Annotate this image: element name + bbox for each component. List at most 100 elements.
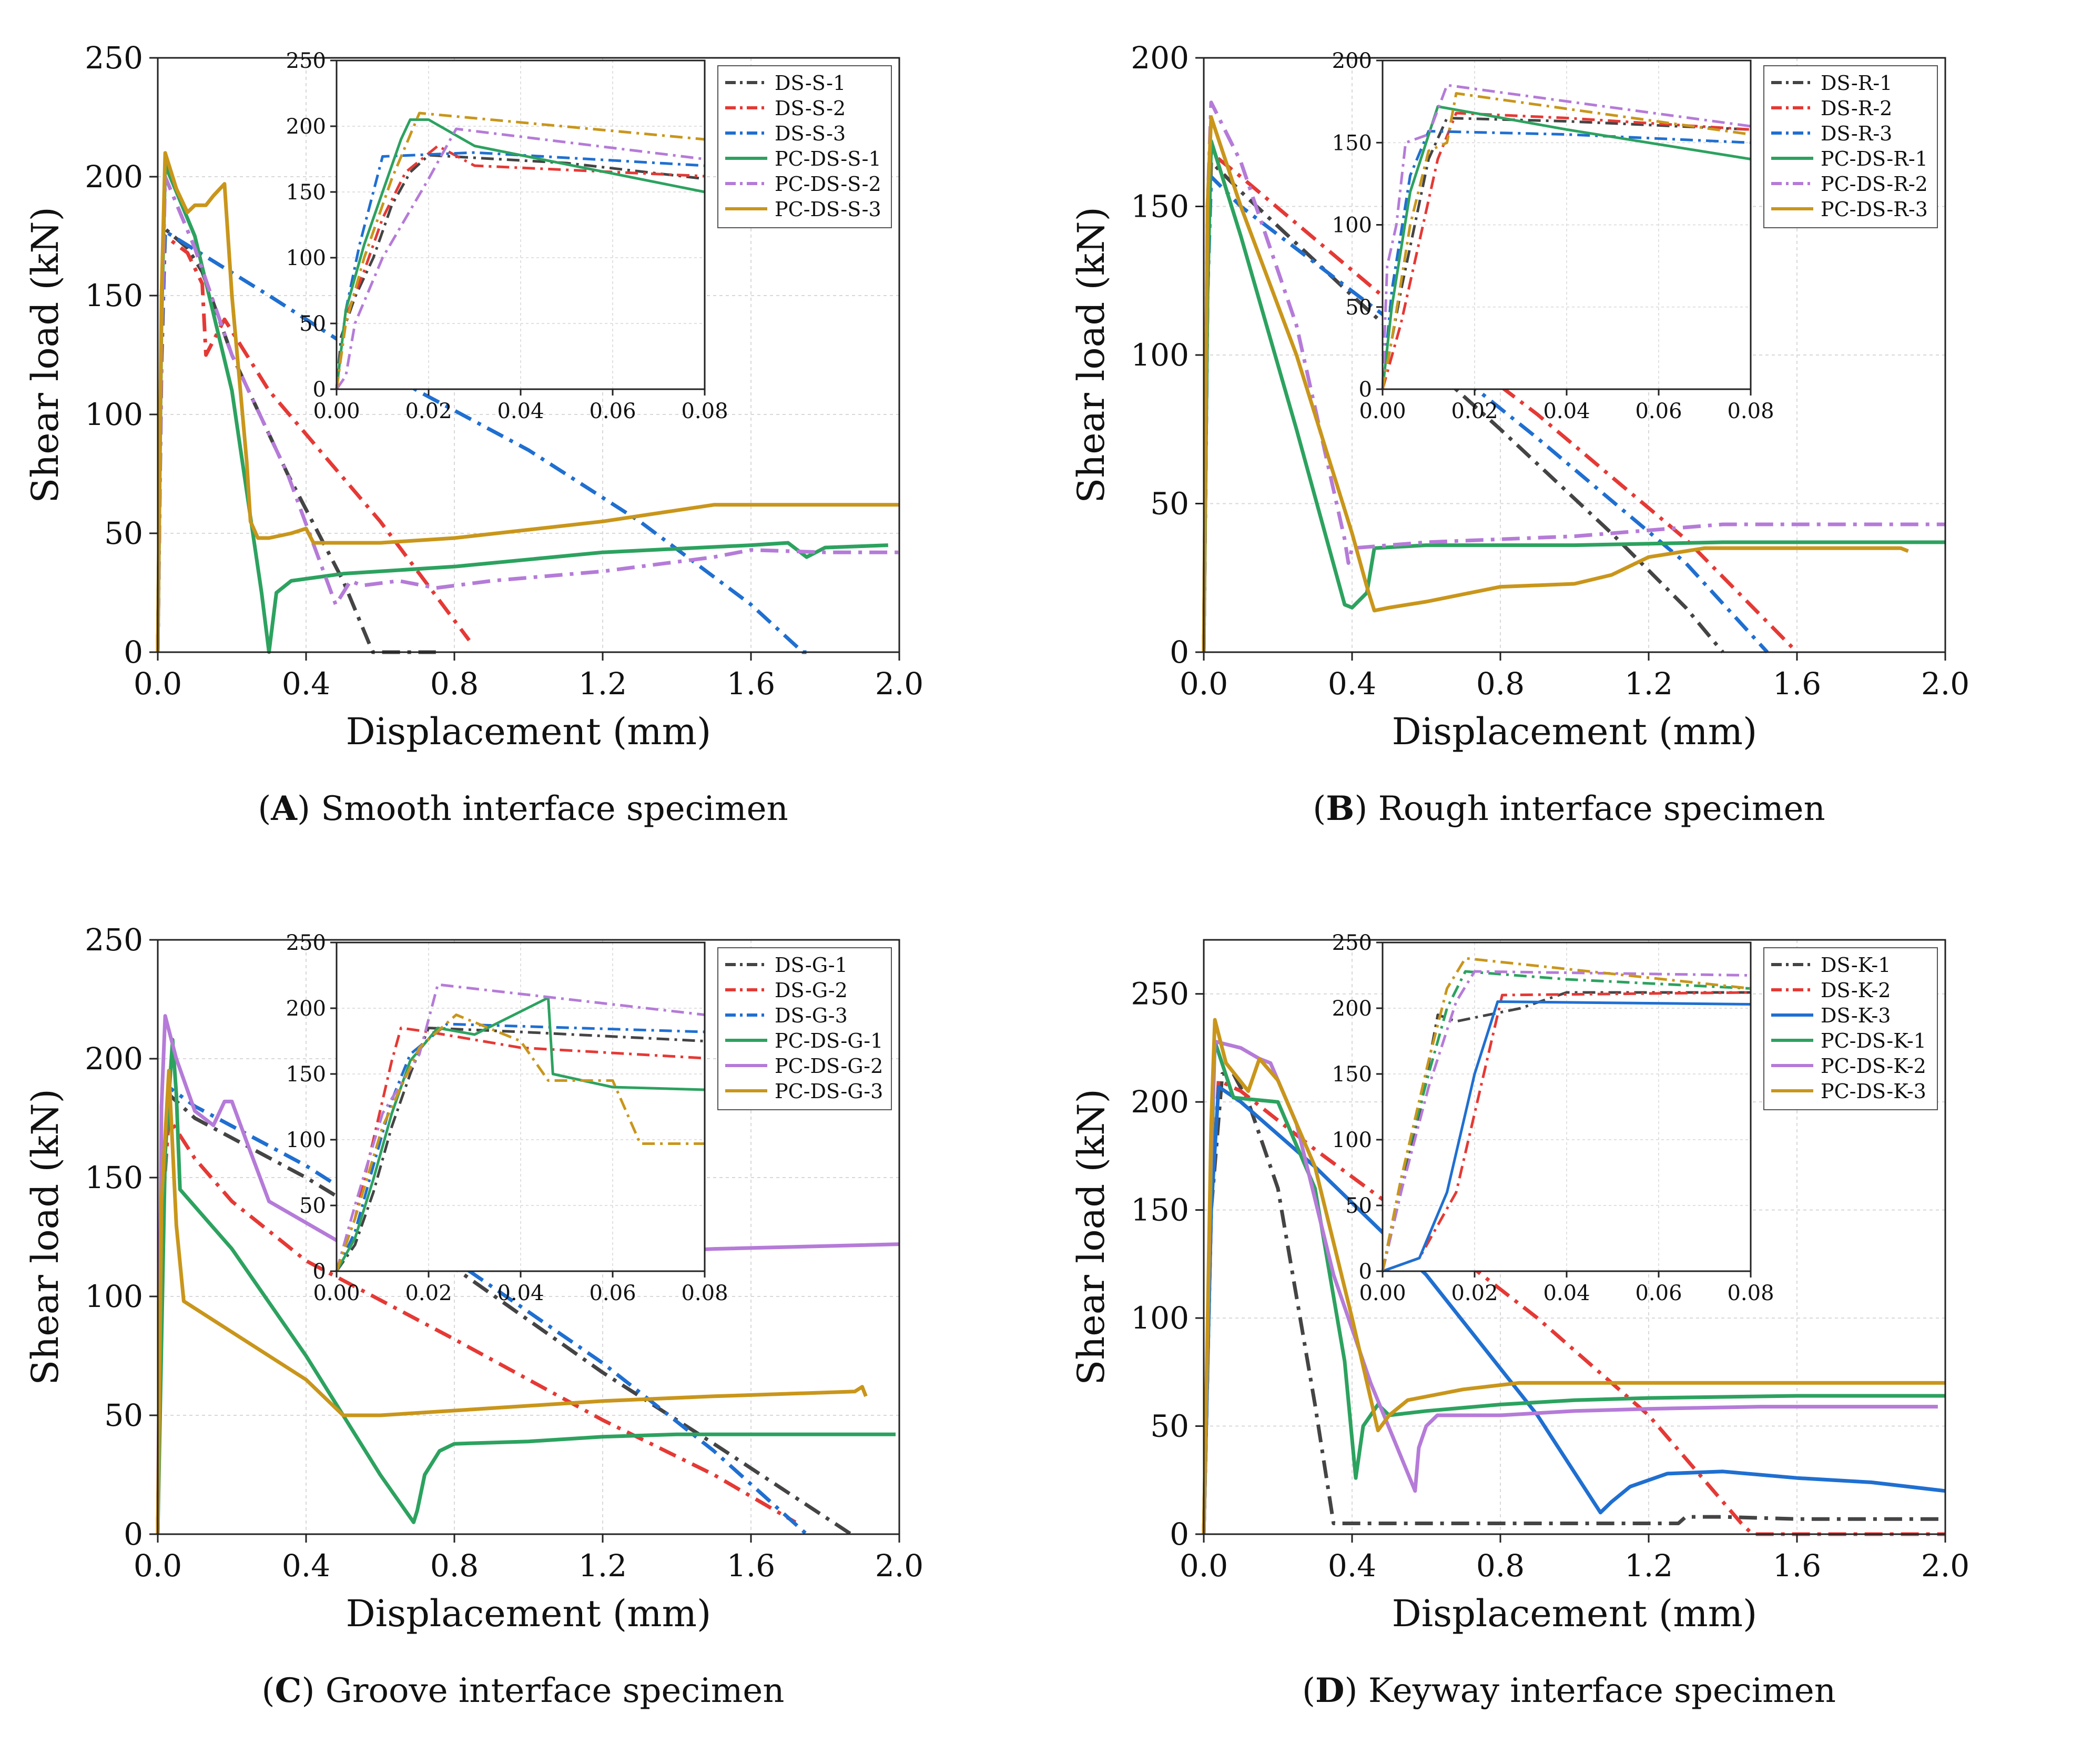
x-tick-label: 2.0	[1921, 666, 1969, 702]
inset-series-line	[1381, 84, 1751, 390]
y-tick-label: 150	[1131, 189, 1189, 225]
panel-caption-A: (A) Smooth interface specimen	[0, 789, 1046, 828]
series-line	[156, 1069, 868, 1535]
chart-svg-C: 0.0 0.4 0.8 1.2 1.6 2.0 0 50 100 150 200 250 Displac…	[24, 922, 923, 1635]
x-tick-label: 0.4	[282, 1548, 330, 1584]
x-tick-label: 0.8	[1476, 1548, 1525, 1584]
inset-x-tick-label: 0.02	[405, 1281, 452, 1305]
y-tick-label: 50	[104, 1397, 143, 1433]
series-line	[156, 163, 888, 654]
inset-series-line	[1381, 111, 1751, 390]
legend-box	[717, 947, 892, 1110]
y-tick-label: 100	[1131, 337, 1189, 373]
legend: DS-G-1DS-G-2DS-G-3PC-DS-G-1 PC-DS-G-2PC-D…	[717, 947, 892, 1110]
y-tick-label: 250	[85, 922, 143, 958]
series-line	[1202, 1084, 1946, 1535]
legend-label: DS-S-2	[775, 97, 846, 120]
y-tick-label: 50	[104, 515, 143, 551]
inset-x-tick-label: 0.06	[589, 399, 636, 423]
inset-x-tick-label: 0.08	[1727, 1281, 1774, 1305]
inset-x-tick-label: 0.04	[1543, 399, 1590, 423]
inset-y-tick-label: 50	[1345, 1194, 1372, 1218]
legend-label: PC-DS-R-2	[1821, 173, 1928, 196]
axes-frame	[1203, 939, 1946, 1535]
legend-box	[717, 65, 892, 228]
inset-x-tick-label: 0.06	[589, 1281, 636, 1305]
legend-label: PC-DS-K-1	[1821, 1029, 1926, 1052]
legend: DS-K-1DS-K-2DS-K-3PC-DS-K-1 PC-DS-K-2PC-D…	[1763, 947, 1938, 1110]
inset-y-tick-label: 150	[286, 1062, 326, 1087]
inset-x-tick-label: 0.02	[405, 399, 452, 423]
legend-label: PC-DS-K-2	[1821, 1055, 1926, 1078]
inset-y-tick-label: 100	[286, 246, 326, 270]
inset-y-tick-label: 100	[286, 1128, 326, 1152]
inset-y-tick-label: 50	[299, 312, 326, 336]
legend-label: DS-K-3	[1821, 1004, 1891, 1027]
inset-series-line	[1381, 129, 1751, 390]
inset-y-tick-label: 250	[286, 49, 326, 73]
chart-panel-B: 0.0 0.4 0.8 1.2 1.6 2.0 0 50 100 150 200 Displaceme…	[1046, 0, 2092, 882]
chart-panel-C: 0.0 0.4 0.8 1.2 1.6 2.0 0 50 100 150 200 250 Displac…	[0, 882, 1046, 1764]
legend-label: PC-DS-G-1	[775, 1029, 883, 1052]
caption-open-paren: (	[1302, 1671, 1316, 1710]
caption-close-paren: )	[1344, 1671, 1358, 1710]
inset-x-tick-label: 0.04	[497, 1281, 544, 1305]
y-tick-label: 150	[85, 278, 143, 313]
caption-close-paren: )	[1354, 789, 1368, 828]
caption-letter: B	[1326, 789, 1355, 828]
legend-label: PC-DS-G-2	[775, 1055, 883, 1078]
y-tick-label: 0	[1170, 634, 1189, 670]
caption-text: Smooth interface specimen	[310, 789, 788, 828]
caption-text: Rough interface specimen	[1367, 789, 1825, 828]
panel-caption-B: (B) Rough interface specimen	[1046, 789, 2092, 828]
x-tick-label: 1.6	[727, 666, 775, 702]
inset-series-line	[335, 996, 705, 1272]
inset-x-tick-label: 0.06	[1635, 1281, 1682, 1305]
inset-series-line	[335, 983, 705, 1272]
chart-svg-A: 0.0 0.4 0.8 1.2 1.6 2.0 0 50 100 150 200 250 Displac…	[24, 40, 923, 753]
inset-y-tick-label: 50	[1345, 296, 1372, 320]
caption-open-paren: (	[261, 1671, 275, 1710]
inset-series-line	[1382, 1000, 1751, 1273]
inset-y-tick-label: 0	[313, 378, 326, 402]
legend-label: DS-K-1	[1821, 954, 1891, 977]
legend-label: PC-DS-G-3	[775, 1080, 883, 1103]
x-axis-label: Displacement (mm)	[346, 710, 712, 753]
x-tick-label: 0.0	[1180, 666, 1228, 702]
inset-y-tick-label: 200	[1332, 997, 1372, 1021]
inset-series-line	[335, 118, 705, 390]
caption-open-paren: (	[258, 789, 271, 828]
caption-open-paren: (	[1313, 789, 1326, 828]
panel-caption-D: (D) Keyway interface specimen	[1046, 1671, 2092, 1710]
x-tick-label: 1.2	[1624, 666, 1673, 702]
x-tick-label: 1.6	[727, 1548, 775, 1584]
series-line	[1202, 1018, 1945, 1535]
inset-series-line	[1381, 957, 1751, 1272]
inset-series-line	[1381, 92, 1751, 390]
legend-label: PC-DS-S-1	[775, 147, 881, 170]
inset-x-tick-label: 0.08	[681, 1281, 728, 1305]
inset-x-tick-label: 0.00	[1359, 1281, 1406, 1305]
inset-x-tick-label: 0.00	[313, 399, 360, 423]
inset-y-tick-label: 100	[1332, 1128, 1372, 1152]
y-tick-label: 0	[124, 634, 143, 670]
caption-letter: A	[271, 789, 297, 828]
x-tick-label: 0.0	[134, 666, 182, 702]
inset-series-line	[335, 127, 705, 390]
inset-x-tick-label: 0.00	[313, 1281, 360, 1305]
inset-y-tick-label: 0	[1359, 378, 1372, 402]
x-axis-label: Displacement (mm)	[1392, 710, 1758, 753]
inset-x-tick-label: 0.04	[1543, 1281, 1590, 1305]
y-tick-label: 50	[1150, 1408, 1189, 1444]
x-tick-label: 2.0	[875, 666, 923, 702]
inset-y-tick-label: 150	[286, 180, 326, 205]
x-tick-label: 0.0	[134, 1548, 182, 1584]
x-axis-label: Displacement (mm)	[346, 1592, 712, 1635]
x-tick-label: 1.6	[1773, 666, 1821, 702]
chart-panel-D: 0.0 0.4 0.8 1.2 1.6 2.0 0 50 100 150 200 250 Displac…	[1046, 882, 2092, 1764]
x-tick-label: 0.8	[430, 1548, 479, 1584]
y-tick-label: 250	[85, 40, 143, 76]
legend: DS-R-1DS-R-2DS-R-3PC-DS-R-1 PC-DS-R-2PC-D…	[1763, 65, 1938, 228]
chart-svg-B: 0.0 0.4 0.8 1.2 1.6 2.0 0 50 100 150 200 Displaceme…	[1070, 40, 1969, 753]
